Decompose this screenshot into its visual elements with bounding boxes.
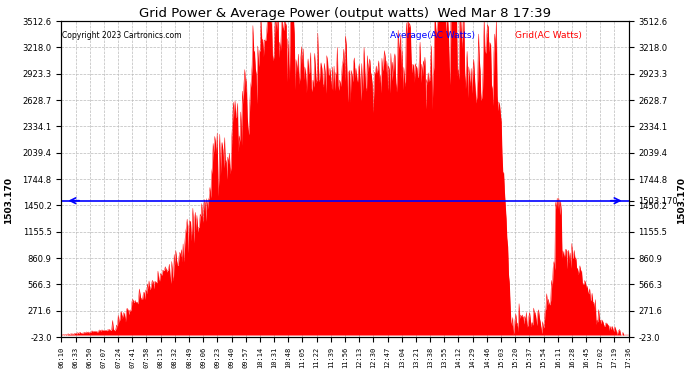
Text: 1503.170: 1503.170 (677, 177, 686, 224)
Text: Copyright 2023 Cartronics.com: Copyright 2023 Cartronics.com (62, 31, 181, 40)
Text: Average(AC Watts): Average(AC Watts) (391, 31, 475, 40)
Title: Grid Power & Average Power (output watts)  Wed Mar 8 17:39: Grid Power & Average Power (output watts… (139, 7, 551, 20)
Text: 1503.170: 1503.170 (4, 177, 13, 224)
Text: Grid(AC Watts): Grid(AC Watts) (515, 31, 582, 40)
